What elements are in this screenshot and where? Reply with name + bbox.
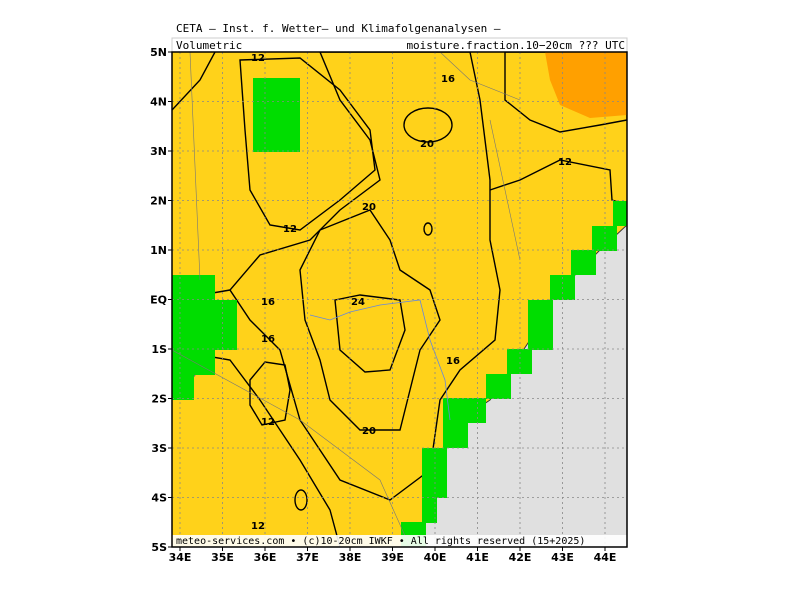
subtitle-suffix: .10−20cm ??? UTC (519, 39, 625, 52)
contour-label: 20 (420, 139, 434, 150)
cyan-region (334, 294, 406, 373)
lat-label: 3S (151, 442, 167, 455)
light-yellow-region (229, 52, 501, 501)
contour-line (172, 52, 216, 111)
contour-label: 12 (283, 224, 297, 235)
contour-label: 20 (362, 202, 376, 213)
contour-ring (423, 222, 433, 236)
contour-label: 12 (251, 53, 265, 64)
footer-box (172, 535, 627, 547)
contour-ring (294, 489, 308, 511)
pale-region (403, 107, 453, 143)
lon-label: 38E (339, 551, 362, 564)
contour-label: 16 (441, 74, 455, 85)
orange-region (239, 57, 376, 231)
contour-label: 16 (261, 334, 275, 345)
lon-label: 41E (466, 551, 489, 564)
lon-label: 39E (381, 551, 404, 564)
lat-label: 4N (150, 96, 167, 109)
contour-line (489, 159, 627, 206)
contour-label: 20 (362, 426, 376, 437)
contour-label: 12 (261, 417, 275, 428)
lat-label: 2N (150, 195, 167, 208)
subtitle-right: moisture.fraction.10−20cm ??? UTC (406, 39, 625, 52)
lon-label: 36E (254, 551, 277, 564)
lon-label: 34E (169, 551, 192, 564)
subtitle-prefix: moisture. (406, 39, 466, 52)
subtitle-box-text: fraction (466, 39, 519, 52)
subtitle-left: Volumetric (176, 39, 242, 52)
lat-label: 4S (151, 492, 167, 505)
contour-label: 12 (251, 521, 265, 532)
orange-region (249, 361, 291, 426)
lat-label: 3N (150, 145, 167, 158)
lon-label: 43E (551, 551, 574, 564)
lon-label: 37E (296, 551, 319, 564)
lat-label: EQ (150, 294, 167, 307)
lon-label: 40E (424, 551, 447, 564)
contour-label: 12 (558, 157, 572, 168)
contour-label: 24 (351, 297, 365, 308)
lat-label: 5N (150, 46, 167, 59)
contour-label: 16 (261, 297, 275, 308)
river (309, 299, 451, 421)
lat-label: 5S (151, 541, 167, 554)
map-area: 12 16 20 12 20 12 16 24 16 16 12 20 12 (172, 52, 627, 547)
lon-label: 44E (594, 551, 617, 564)
contour-labels: 12 16 20 12 20 12 16 24 16 16 12 20 12 (251, 53, 572, 532)
lat-label: 1S (151, 343, 167, 356)
contour-line (172, 349, 341, 547)
borders (172, 52, 521, 547)
lat-label: 2S (151, 393, 167, 406)
contour-label: 16 (446, 356, 460, 367)
lon-label: 42E (509, 551, 532, 564)
footer: meteo-services.com • (c)10-20cm IWKF • A… (176, 536, 585, 547)
lon-label: 35E (211, 551, 234, 564)
title: CETA — Inst. f. Wetter— und Klimafolgena… (176, 22, 501, 35)
dark-orange-region (545, 52, 627, 118)
pale-region (299, 209, 441, 431)
orange-region (504, 52, 627, 133)
lat-label: 1N (150, 244, 167, 257)
grid (172, 52, 627, 547)
